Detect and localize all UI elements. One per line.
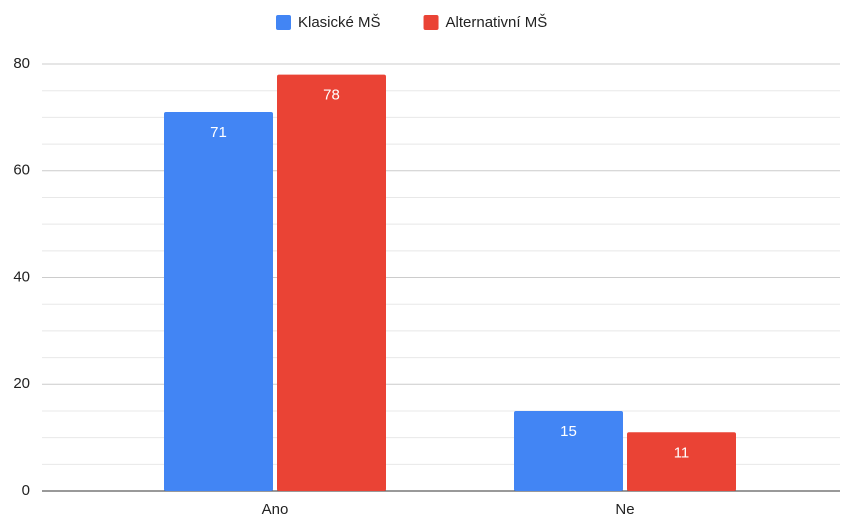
bar [627, 432, 736, 491]
data-label: 11 [674, 444, 690, 461]
legend-label: Klasické MŠ [298, 14, 381, 31]
bar [514, 410, 623, 491]
x-tick-label: Ano [262, 501, 289, 518]
bar [164, 112, 273, 491]
x-tick-label: Ne [615, 501, 634, 518]
y-tick-label: 40 [13, 268, 30, 285]
y-tick-label: 0 [22, 482, 30, 499]
data-label: 15 [560, 423, 577, 440]
data-label: 78 [323, 87, 340, 104]
y-tick-label: 60 [13, 162, 30, 179]
y-tick-label: 20 [13, 375, 30, 392]
legend-label: Alternativní MŠ [446, 14, 548, 31]
data-label: 71 [210, 124, 227, 141]
bar [277, 74, 386, 492]
legend-swatch [423, 15, 439, 30]
legend-swatch [276, 15, 291, 30]
y-tick-label: 80 [13, 55, 30, 72]
